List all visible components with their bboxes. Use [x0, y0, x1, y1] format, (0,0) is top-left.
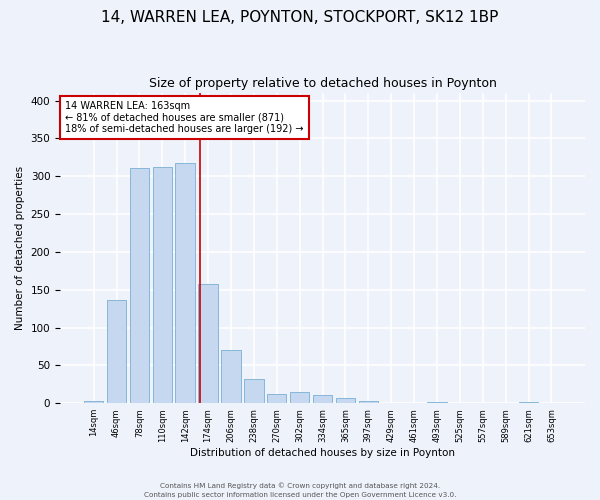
- Text: Contains public sector information licensed under the Open Government Licence v3: Contains public sector information licen…: [144, 492, 456, 498]
- Bar: [244, 379, 263, 403]
- Text: Contains HM Land Registry data © Crown copyright and database right 2024.: Contains HM Land Registry data © Crown c…: [160, 482, 440, 489]
- Title: Size of property relative to detached houses in Poynton: Size of property relative to detached ho…: [149, 78, 496, 90]
- Bar: [290, 392, 310, 403]
- Bar: [152, 167, 172, 403]
- Bar: [130, 168, 149, 403]
- Bar: [199, 284, 218, 403]
- Bar: [221, 350, 241, 403]
- Y-axis label: Number of detached properties: Number of detached properties: [15, 166, 25, 330]
- Bar: [267, 394, 286, 403]
- Bar: [359, 401, 378, 403]
- Bar: [107, 300, 126, 403]
- Bar: [313, 395, 332, 403]
- Bar: [427, 402, 446, 403]
- Bar: [519, 402, 538, 403]
- Bar: [175, 162, 195, 403]
- Text: 14 WARREN LEA: 163sqm
← 81% of detached houses are smaller (871)
18% of semi-det: 14 WARREN LEA: 163sqm ← 81% of detached …: [65, 101, 304, 134]
- Bar: [335, 398, 355, 403]
- X-axis label: Distribution of detached houses by size in Poynton: Distribution of detached houses by size …: [190, 448, 455, 458]
- Text: 14, WARREN LEA, POYNTON, STOCKPORT, SK12 1BP: 14, WARREN LEA, POYNTON, STOCKPORT, SK12…: [101, 10, 499, 25]
- Bar: [84, 401, 103, 403]
